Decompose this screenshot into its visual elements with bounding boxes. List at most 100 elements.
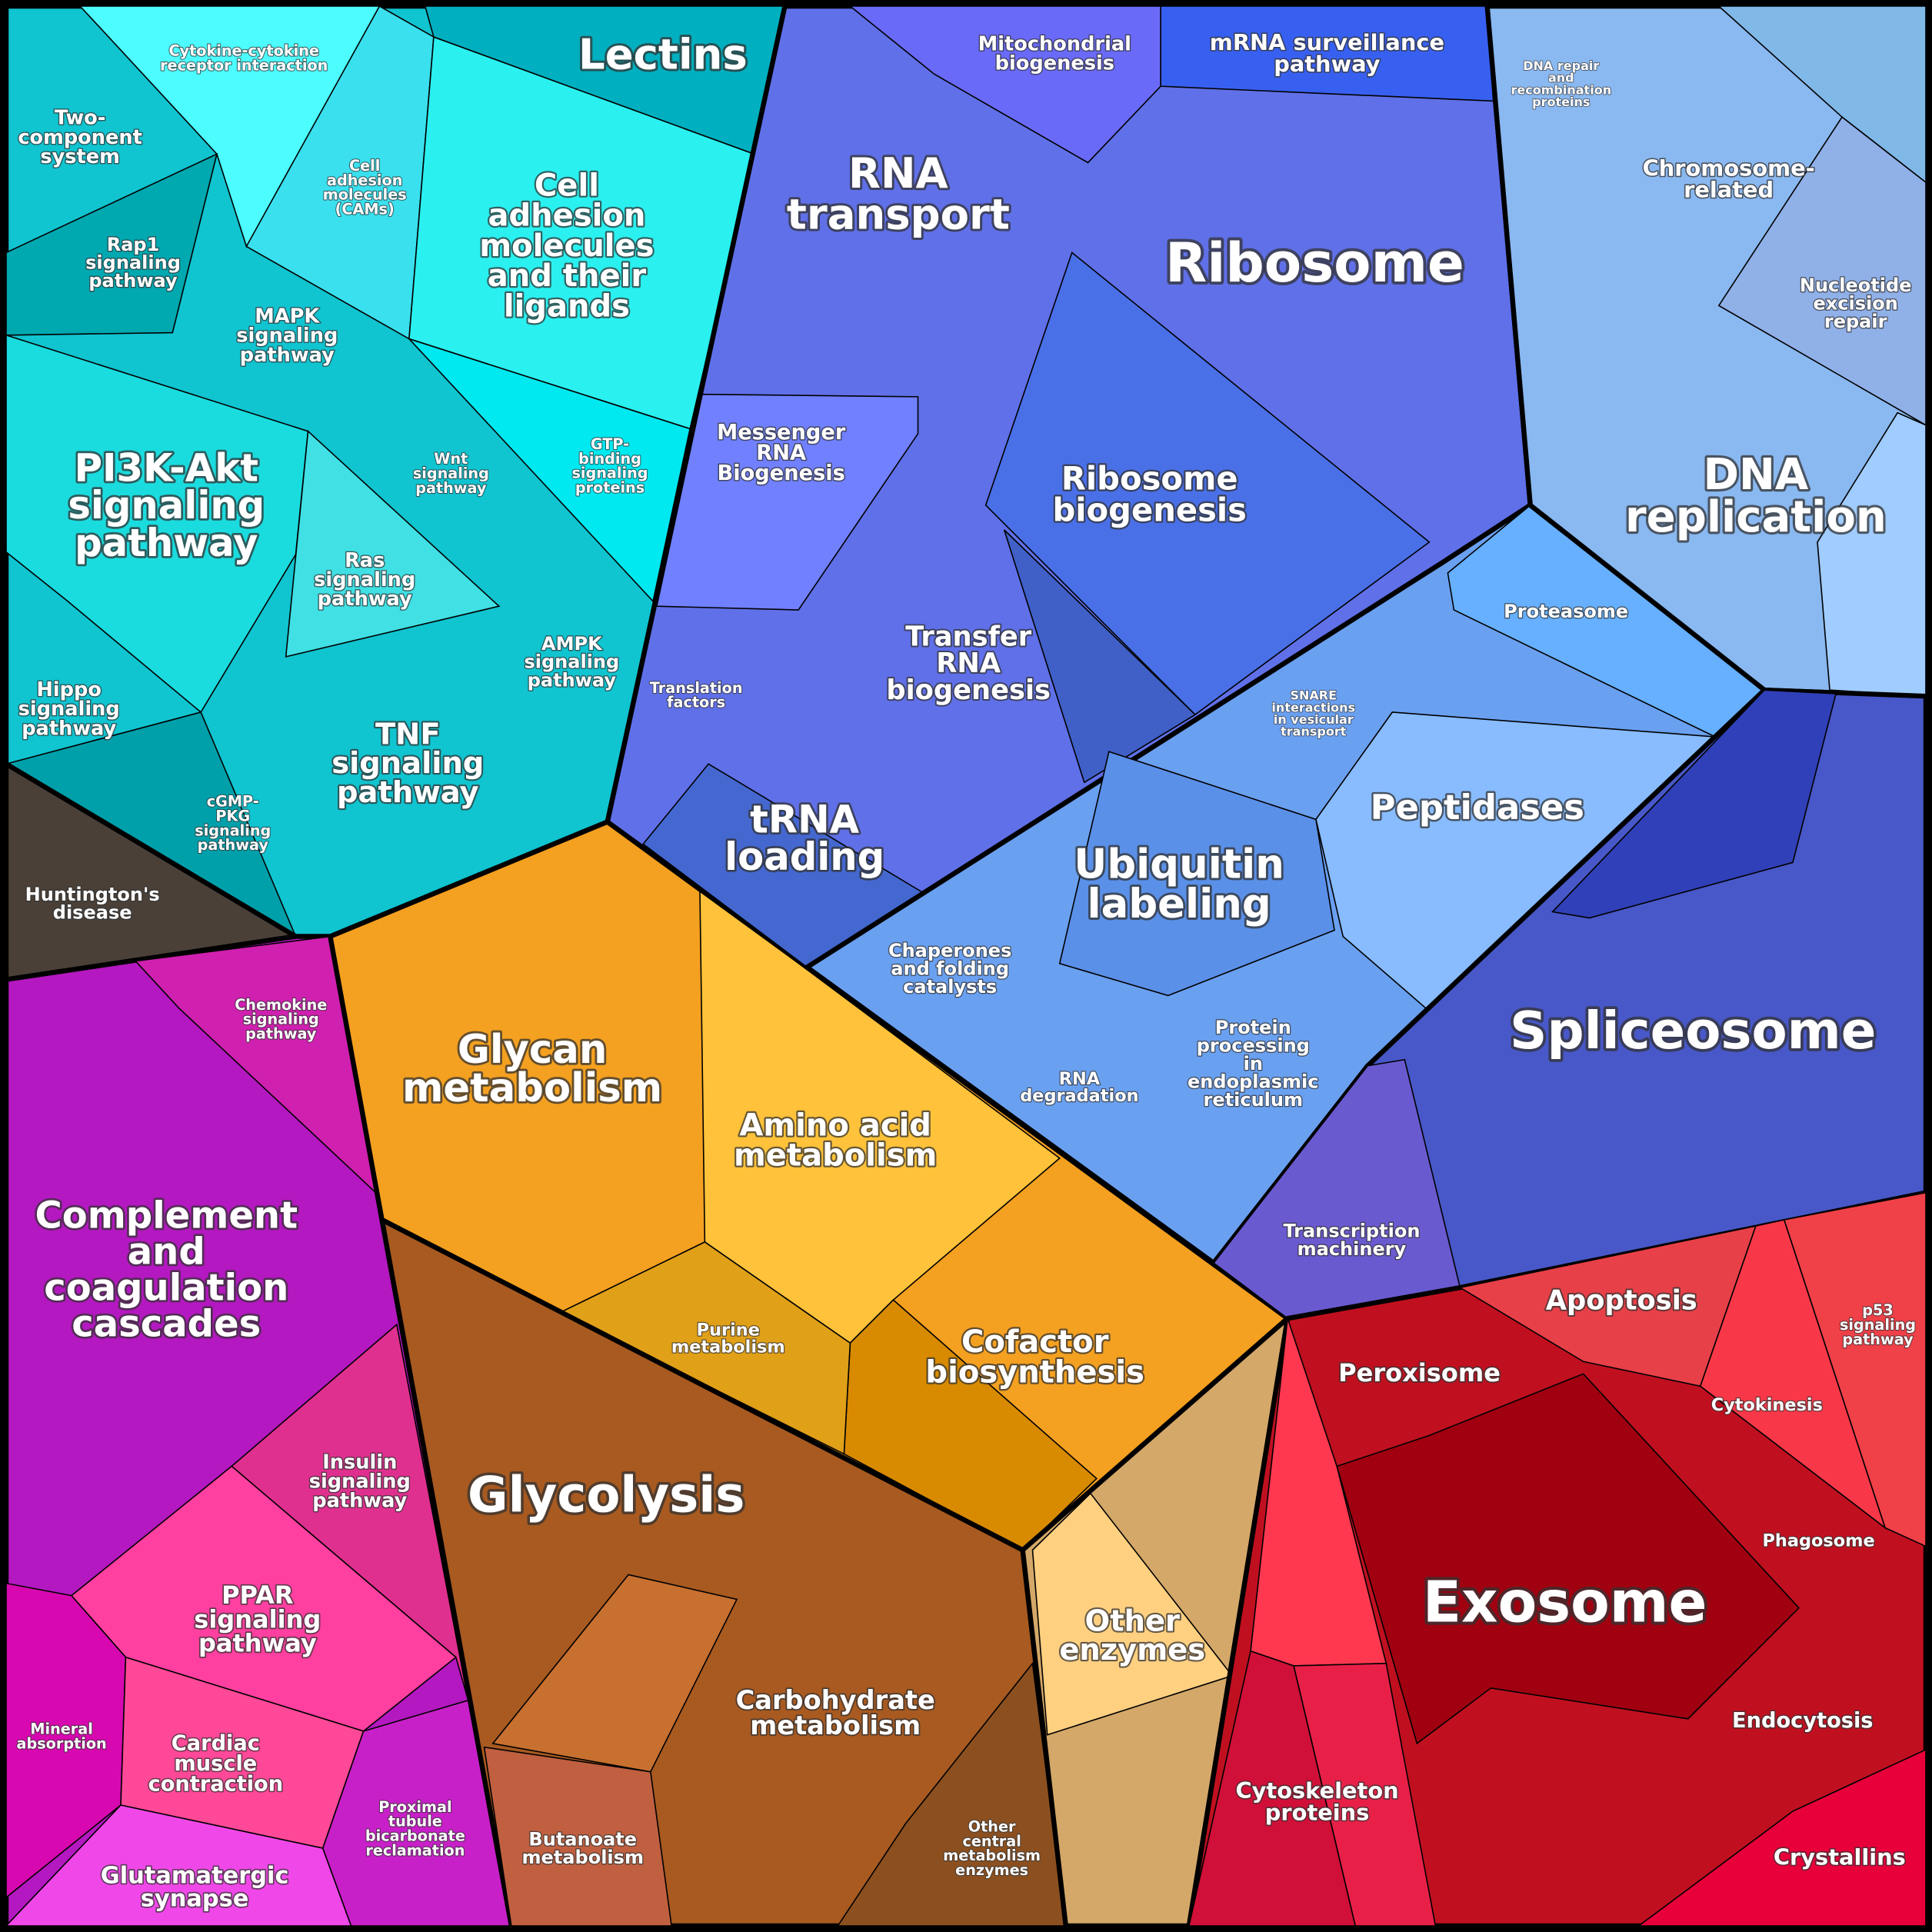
label-line: Ras xyxy=(345,549,385,572)
label-line: cascades xyxy=(72,1303,261,1346)
cell xyxy=(1551,689,1837,919)
label-line: biogenesis xyxy=(886,675,1051,706)
label-line: loading xyxy=(724,834,884,879)
label-line: Chemokine xyxy=(235,996,327,1014)
label-line: signaling xyxy=(194,1604,321,1634)
label-line: Hippo xyxy=(36,678,102,701)
region-label: MAPK signaling pathway xyxy=(236,305,338,367)
label-line: enzymes xyxy=(1059,1633,1205,1667)
label-line: signaling xyxy=(309,1471,411,1494)
label-line: RNA xyxy=(1059,1069,1101,1089)
region-label: Mineral absorption xyxy=(16,1720,106,1753)
region-label: p53 signaling pathway xyxy=(1840,1301,1916,1348)
label-line: PI3K-Akt xyxy=(75,446,258,491)
label-line: Protein xyxy=(1215,1017,1291,1038)
label-line: repair xyxy=(1824,311,1887,332)
label-line: transport xyxy=(787,189,1010,238)
region-label: Chromosome-related xyxy=(1643,155,1815,202)
region-label: PI3K-Akt signaling pathway xyxy=(68,446,265,565)
region-label: Exosome xyxy=(1423,1570,1707,1635)
region-label: Chemokine signaling pathway xyxy=(235,996,327,1043)
region-label: Complement and coagulation cascades xyxy=(35,1194,298,1345)
label-line: pathway xyxy=(198,836,269,854)
label-line: metabolism xyxy=(671,1337,785,1357)
label-line: PKG xyxy=(215,807,250,824)
label-line: enzymes xyxy=(955,1861,1028,1879)
region-label: Crystallins xyxy=(1774,1844,1906,1870)
label-line: factors xyxy=(667,694,725,711)
label-line: Mineral xyxy=(30,1720,92,1738)
cell xyxy=(1212,1058,1461,1320)
label-line: TNF xyxy=(375,717,441,751)
region-label: Proteasome xyxy=(1504,601,1628,622)
label-line: Lectins xyxy=(578,30,748,79)
region-label: Endocytosis xyxy=(1732,1709,1873,1733)
label-line: pathway xyxy=(337,775,479,810)
region-label: RNA transport xyxy=(787,148,1010,238)
label-line: Cell xyxy=(349,157,380,175)
label-line: transport xyxy=(1281,724,1347,739)
region-label: Apoptosis xyxy=(1546,1284,1697,1316)
label-line: signaling xyxy=(413,465,489,482)
label-line: signaling xyxy=(195,821,271,839)
cell xyxy=(1336,1373,1800,1745)
region-label: Cell adhesion molecules (CAMs) xyxy=(323,157,407,218)
region-label: Butanoate metabolism xyxy=(522,1829,644,1869)
region-label: RNA degradation xyxy=(1020,1069,1138,1106)
label-line: molecules xyxy=(323,186,407,204)
label-line: Endocytosis xyxy=(1732,1709,1873,1733)
label-line: excision xyxy=(1813,293,1897,315)
label-line: Cardiac xyxy=(172,1731,260,1755)
label-line: pathway xyxy=(198,1629,317,1658)
label-line: reticulum xyxy=(1204,1089,1304,1111)
label-line: Other xyxy=(968,1818,1016,1836)
label-line: RNA xyxy=(936,648,1001,679)
label-line: processing xyxy=(1197,1034,1310,1056)
region-label: Glutamatergic synapse xyxy=(101,1862,289,1912)
region-label: SNARE interactions in vesicular transport xyxy=(1271,688,1355,739)
label-line: Translation xyxy=(650,679,743,697)
label-line: Ribosome xyxy=(1165,232,1464,295)
label-line: p53 xyxy=(1862,1301,1894,1319)
region-label: Cofactor biosynthesis xyxy=(925,1324,1144,1390)
label-line: Glycan xyxy=(458,1027,608,1073)
label-line: biosynthesis xyxy=(925,1354,1144,1390)
label-line: Mitochondrial xyxy=(978,32,1131,55)
label-line: Rap1 xyxy=(107,234,160,255)
region-label: Proximal tubule bicarbonate reclamation xyxy=(365,1798,465,1860)
region-label: Amino acid metabolism xyxy=(734,1108,937,1173)
label-line: and folding xyxy=(891,958,1009,980)
label-line: Apoptosis xyxy=(1546,1284,1697,1316)
region-label: Transfer RNA biogenesis xyxy=(886,621,1051,706)
label-line: Spliceosome xyxy=(1510,1001,1876,1061)
label-line: Phagosome xyxy=(1763,1531,1875,1551)
label-line: proteins xyxy=(1532,95,1590,109)
label-line: interactions xyxy=(1271,700,1355,715)
label-line: Complement xyxy=(35,1194,298,1237)
label-line: signaling xyxy=(1840,1316,1916,1334)
label-line: Purine xyxy=(697,1321,760,1341)
region-label: Cell adhesion molecules and their ligands xyxy=(479,168,654,324)
region-label: Spliceosome xyxy=(1510,1001,1876,1061)
region-label: Two-component system xyxy=(18,107,142,168)
region-label: Hippo signaling pathway xyxy=(18,678,120,740)
label-line: RNA xyxy=(756,441,806,465)
label-line: replication xyxy=(1625,492,1887,542)
label-line: pathway xyxy=(312,1490,407,1513)
label-line: signaling xyxy=(314,568,415,591)
label-line: catalysts xyxy=(903,976,997,998)
label-line: Other xyxy=(1085,1604,1180,1639)
region-label: AMPK signaling pathway xyxy=(524,633,619,691)
label-line: Exosome xyxy=(1423,1570,1707,1635)
region-label: tRNA loading xyxy=(724,797,884,879)
label-line: pathway xyxy=(75,521,258,565)
label-line: pathway xyxy=(22,717,116,740)
label-line: mRNA surveillance xyxy=(1210,29,1444,55)
label-line: Transfer xyxy=(905,621,1032,653)
label-line: Messenger xyxy=(717,421,846,445)
label-line: adhesion xyxy=(327,172,402,189)
label-line: adhesion xyxy=(488,198,645,234)
region-label: Chaperones and folding catalysts xyxy=(888,940,1011,998)
label-line: pathway xyxy=(415,479,487,497)
